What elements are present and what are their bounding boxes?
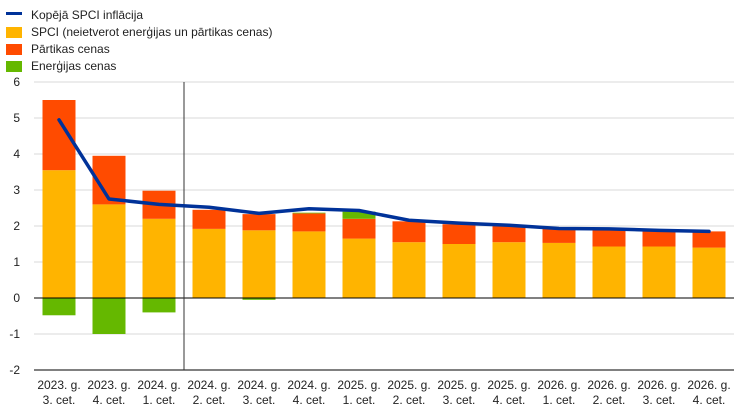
bar-segment-0-3	[192, 228, 226, 298]
bar-segment-1-3	[192, 209, 226, 229]
bar-segment-2-5	[292, 212, 326, 214]
x-tick-label-quarter: 4. cet.	[293, 393, 326, 407]
bar-segment-0-5	[292, 231, 326, 298]
bar-segment-1-10	[542, 228, 576, 243]
series-line-3	[57, 118, 711, 234]
y-tick-label: 5	[13, 111, 20, 125]
bar-segment-1-12	[642, 231, 676, 247]
bar-segment-1-8	[442, 224, 476, 244]
bar-segment-0-7	[392, 242, 426, 298]
bar-segment-2-1	[92, 298, 126, 334]
y-tick-label: 0	[13, 291, 20, 305]
bar-segment-0-4	[242, 230, 276, 298]
x-tick-label-year: 2025. g.	[487, 378, 530, 392]
bar-segment-0-12	[642, 246, 676, 298]
bar-segment-1-11	[592, 230, 626, 247]
legend-swatch-line	[6, 12, 22, 15]
y-tick-label: 6	[13, 75, 20, 89]
x-tick-label-quarter: 2. cet.	[593, 393, 626, 407]
x-tick-label-year: 2024. g.	[287, 378, 330, 392]
x-tick-label-quarter: 1. cet.	[143, 393, 176, 407]
bar-segment-2-2	[142, 298, 176, 313]
x-tick-label-quarter: 3. cet.	[643, 393, 676, 407]
bar-segment-2-4	[242, 298, 276, 300]
legend-label-1: Pārtikas cenas	[31, 42, 110, 56]
bar-segment-0-1	[92, 204, 126, 298]
grid-layer	[34, 81, 734, 371]
x-tick-label-quarter: 1. cet.	[343, 393, 376, 407]
bar-segment-2-0	[42, 298, 76, 316]
bar-segment-1-6	[342, 218, 376, 239]
x-tick-label-quarter: 2. cet.	[393, 393, 426, 407]
x-tick-label-year: 2026. g.	[537, 378, 580, 392]
x-tick-label-quarter: 4. cet.	[693, 393, 726, 407]
legend-swatch-1	[6, 44, 22, 55]
x-tick-label-year: 2025. g.	[387, 378, 430, 392]
x-tick-label-quarter: 3. cet.	[43, 393, 76, 407]
legend-label-3: Kopējā SPCI inflācija	[31, 8, 143, 22]
y-tick-label: -1	[9, 327, 20, 341]
y-tick-label: 1	[13, 255, 20, 269]
x-tick-label-year: 2023. g.	[87, 378, 130, 392]
bar-segment-0-11	[592, 246, 626, 298]
bar-segment-1-9	[492, 226, 526, 243]
x-tick-label-year: 2024. g.	[187, 378, 230, 392]
bar-segment-0-2	[142, 218, 176, 298]
bar-segment-0-10	[542, 242, 576, 298]
bars-layer	[42, 100, 726, 334]
x-tick-label-quarter: 3. cet.	[443, 393, 476, 407]
x-tick-label-quarter: 4. cet.	[493, 393, 526, 407]
legend-label-0: SPCI (neietverot enerģijas un pārtikas c…	[31, 25, 272, 39]
y-tick-label: 2	[13, 219, 20, 233]
x-tick-label-year: 2025. g.	[437, 378, 480, 392]
bar-segment-0-0	[42, 170, 76, 298]
legend-swatch-2	[6, 61, 22, 72]
legend-swatch-0	[6, 27, 22, 38]
bar-segment-1-7	[392, 221, 426, 243]
x-tick-label-quarter: 2. cet.	[193, 393, 226, 407]
x-tick-label-year: 2026. g.	[587, 378, 630, 392]
x-tick-label-year: 2024. g.	[137, 378, 180, 392]
x-tick-label-year: 2023. g.	[37, 378, 80, 392]
bar-segment-0-6	[342, 238, 376, 298]
y-tick-label: 4	[13, 147, 20, 161]
x-tick-label-year: 2025. g.	[337, 378, 380, 392]
bar-segment-1-4	[242, 214, 276, 231]
x-tick-label-quarter: 3. cet.	[243, 393, 276, 407]
y-tick-label: -2	[9, 363, 20, 377]
bar-segment-1-13	[692, 231, 726, 248]
bar-segment-0-13	[692, 247, 726, 298]
x-tick-label-quarter: 4. cet.	[93, 393, 126, 407]
legend: Kopējā SPCI inflācija SPCI (neietverot en…	[6, 8, 272, 73]
legend-label-2: Enerģijas cenas	[31, 59, 116, 73]
line-layer	[57, 118, 711, 234]
bar-segment-0-8	[442, 244, 476, 298]
bar-segment-1-5	[292, 213, 326, 232]
bar-segment-2-6	[342, 211, 376, 219]
bar-segment-0-9	[492, 242, 526, 298]
x-tick-label-quarter: 1. cet.	[543, 393, 576, 407]
y-tick-label: 3	[13, 183, 20, 197]
x-tick-label-year: 2026. g.	[637, 378, 680, 392]
x-tick-label-year: 2026. g.	[687, 378, 730, 392]
x-tick-label-year: 2024. g.	[237, 378, 280, 392]
